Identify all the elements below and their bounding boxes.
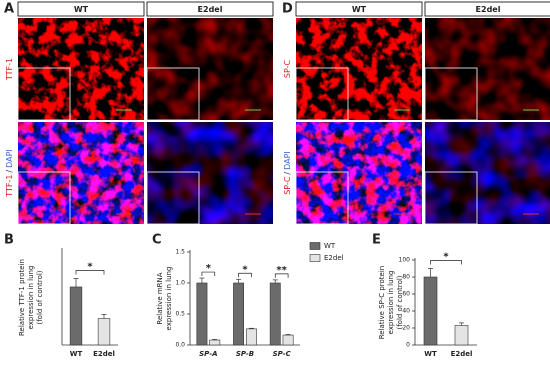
y-tick-label: 60 [402,291,410,298]
inset-frame [146,67,200,121]
x-tick-label: SP-A [199,350,217,358]
bar [423,276,438,346]
inset-frame [295,171,349,225]
y-tick-label: 0 [406,342,410,349]
x-tick-label: SP-C [273,350,292,358]
y-tick-label: 0.5 [175,311,185,318]
x-tick-label: E2del [93,350,115,358]
y-axis-label: Relative mRNA [156,272,164,324]
y-axis-label: Relative TTF-1 protein [18,259,26,336]
row-label-part: SP-C [283,59,292,78]
row-label-part: TTF-1 [5,58,14,81]
panel-letter: B [4,233,14,248]
y-axis-label: (fold of control) [36,270,44,324]
column-header-box [295,1,423,17]
significance-label: * [206,263,212,274]
x-tick-label: SP-B [236,350,254,358]
significance-bracket [274,273,289,278]
row-label: TTF-1 [5,58,14,81]
row-label: TTF-1 / DAPI [5,149,14,198]
micrograph [18,18,144,120]
panel-letter: A [4,2,14,17]
panel-letter: E [372,233,381,248]
y-axis-label: (fold of control) [396,275,404,329]
significance-bracket [201,271,216,277]
column-header-box [17,1,145,17]
row-label-part: / [283,172,292,175]
micrograph [296,18,422,120]
significance-bracket [238,272,252,278]
micrograph [147,18,273,120]
inset-frame [424,67,478,121]
micrograph [425,122,550,224]
row-label-part: DAPI [5,149,14,168]
y-axis-label: Relative SP-C protein [378,266,386,340]
bar [269,282,281,346]
bar [196,282,208,346]
legend-swatch [309,254,321,262]
row-label-part: TTF-1 [5,175,14,198]
x-tick-label: E2del [451,350,473,358]
legend-label: WT [324,242,336,250]
y-axis-label: expression in lung [165,267,173,331]
row-label-part: SP-C [283,176,292,195]
legend-label: E2del [324,254,344,262]
panel-letter: C [152,233,162,248]
y-tick-label: 100 [399,257,411,264]
significance-label: * [242,264,248,275]
y-tick-label: 1.0 [175,280,185,287]
column-header-box [424,1,550,17]
y-tick-label: 20 [402,325,410,332]
micrograph [147,122,273,224]
inset-frame [146,171,200,225]
significance-bracket [75,270,105,275]
bar [233,282,245,346]
x-tick-label: WT [70,350,83,358]
significance-label: * [443,252,449,263]
x-tick-label: WT [424,350,437,358]
inset-frame [17,171,71,225]
significance-bracket [430,260,462,265]
column-header: WT [74,5,89,14]
significance-label: * [87,262,93,273]
bar [454,325,469,346]
panel-letter: D [282,2,293,17]
y-tick-label: 80 [402,274,410,281]
legend-swatch [309,242,321,250]
y-axis-label: expression in lung [27,266,35,330]
column-header: E2del [198,5,223,14]
inset-frame [424,171,478,225]
bar [97,318,111,346]
significance-label: ** [276,265,287,276]
inset-frame [17,67,71,121]
row-label: SP-C [283,59,292,78]
bar [209,339,221,346]
micrograph [296,122,422,224]
inset-frame [295,67,349,121]
y-tick-label: 0.0 [175,342,185,349]
y-axis-label: expression in lung [387,271,395,335]
micrograph [425,18,550,120]
bar [69,286,83,346]
bar [282,334,294,346]
y-tick-label: 40 [402,308,410,315]
column-header: E2del [476,5,501,14]
column-header: WT [352,5,367,14]
y-tick-label: 1.5 [175,249,185,256]
row-label: SP-C/ DAPI [283,151,292,195]
row-label-part: / [5,170,14,173]
bar [245,328,257,346]
micrograph [18,122,144,224]
row-label-part: DAPI [283,151,292,170]
column-header-box [146,1,274,17]
